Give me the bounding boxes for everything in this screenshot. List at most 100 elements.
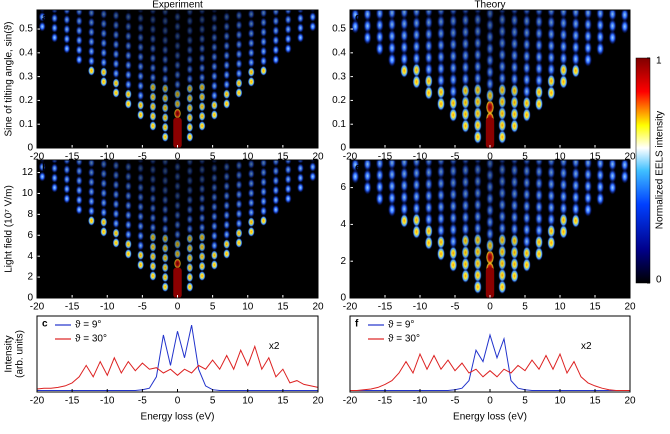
heatmap-glow xyxy=(510,10,519,16)
heatmap-glow xyxy=(522,199,531,214)
heatmap-glow xyxy=(260,167,268,178)
heatmap-glow xyxy=(498,94,507,109)
heatmap-glow xyxy=(412,10,421,19)
heatmap-glow xyxy=(125,10,132,13)
heatmap-glow xyxy=(535,160,543,167)
heatmap-glow xyxy=(424,200,433,215)
heatmap-glow xyxy=(296,32,304,43)
heatmap-glow xyxy=(351,10,360,22)
heatmap-glow xyxy=(388,17,396,32)
heatmap-glow xyxy=(424,74,433,89)
heatmap-glow xyxy=(547,200,556,215)
heatmap-glow xyxy=(124,98,132,109)
heatmap-glow xyxy=(124,11,132,22)
heatmap-glow xyxy=(498,197,507,212)
heatmap-glow xyxy=(161,10,169,17)
y-tick-label: 0 xyxy=(340,293,346,304)
heatmap-glow xyxy=(424,188,433,203)
heatmap-glow xyxy=(51,22,59,33)
zero-loss-peak xyxy=(173,117,182,148)
heatmap-glow xyxy=(198,232,206,243)
heatmap-glow xyxy=(161,175,169,186)
legend-label: ϑ = 30° xyxy=(75,334,107,345)
heatmap-glow xyxy=(535,199,543,214)
x-tick-label: -15 xyxy=(378,302,393,313)
panel-title: Experiment xyxy=(152,0,203,11)
heatmap-glow xyxy=(284,33,292,44)
heatmap-glow xyxy=(400,40,409,55)
heatmap-glow xyxy=(124,21,132,32)
heatmap-glow xyxy=(223,50,231,61)
heatmap-glow xyxy=(198,111,206,122)
heatmap-glow xyxy=(473,221,482,236)
heatmap-glow xyxy=(186,252,194,263)
y-tick-label: 0.3 xyxy=(332,71,346,82)
heatmap-glow xyxy=(547,235,556,250)
heatmap-glow xyxy=(87,215,95,226)
x-tick-label: 0 xyxy=(175,302,181,313)
heatmap-glow xyxy=(559,201,568,216)
x-tick-label: 5 xyxy=(522,396,528,407)
heatmap-glow xyxy=(449,222,458,237)
heatmap-glow xyxy=(63,24,71,35)
heatmap-glow xyxy=(174,258,181,269)
heatmap-glow xyxy=(584,40,592,55)
heatmap-glow xyxy=(112,179,120,190)
heatmap-glow xyxy=(522,84,531,99)
heatmap-glow xyxy=(620,169,629,184)
heatmap-glow xyxy=(424,165,433,180)
x-tick-label: -15 xyxy=(65,152,80,163)
heatmap-glow xyxy=(235,199,243,210)
heatmap-glow xyxy=(210,172,218,183)
heatmap-glow xyxy=(547,50,556,65)
heatmap-glow xyxy=(63,14,71,25)
heatmap-glow xyxy=(449,49,458,64)
heatmap-glow xyxy=(498,10,507,15)
heatmap-glow xyxy=(174,60,181,71)
heatmap-glow xyxy=(412,39,421,54)
heatmap-glow xyxy=(51,32,59,43)
heatmap-glow xyxy=(149,43,157,54)
heatmap-glow xyxy=(198,261,206,272)
heatmap-glow xyxy=(186,214,194,225)
heatmap-glow xyxy=(535,235,543,250)
heatmap-glow xyxy=(39,160,46,163)
heatmap-glow xyxy=(363,160,372,172)
plot-frame xyxy=(349,315,631,393)
heatmap-glow xyxy=(559,160,568,169)
heatmap-glow xyxy=(149,251,157,262)
heatmap-glow xyxy=(174,79,181,90)
x-tick-label: 15 xyxy=(277,302,289,313)
heatmap-glow xyxy=(112,10,120,21)
heatmap-glow xyxy=(400,16,409,31)
heatmap-glow xyxy=(522,257,531,272)
heatmap-glow xyxy=(461,233,470,248)
heatmap-glow xyxy=(473,83,482,98)
y-axis-label: Sine of tilting angle, sin(ϑ) xyxy=(4,22,15,137)
heatmap-glow xyxy=(388,29,396,44)
heatmap-glow xyxy=(260,206,268,217)
heatmap-glow xyxy=(186,93,194,104)
heatmap-glow xyxy=(112,87,120,98)
heatmap-glow xyxy=(547,177,556,192)
heatmap-glow xyxy=(124,190,132,201)
heatmap-glow xyxy=(100,207,108,218)
heatmap-glow xyxy=(449,84,458,99)
heatmap-glow xyxy=(63,160,71,165)
heatmap-glow xyxy=(75,35,83,46)
heatmap-glow xyxy=(620,10,629,22)
heatmap-glow xyxy=(449,10,458,17)
heatmap-glow xyxy=(39,10,46,13)
heatmap-glow xyxy=(510,186,519,201)
heatmap-glow xyxy=(260,17,268,28)
heatmap-glow xyxy=(161,243,169,254)
heatmap-glow xyxy=(124,60,132,71)
heatmap-glow xyxy=(198,62,206,73)
heatmap-glow xyxy=(272,185,280,196)
heatmap-glow xyxy=(547,224,556,239)
heatmap-glow xyxy=(375,18,384,33)
heatmap-glow xyxy=(559,10,568,19)
heatmap-glow xyxy=(400,28,409,43)
heatmap-glow xyxy=(51,13,59,24)
heatmap-glow xyxy=(559,63,568,78)
